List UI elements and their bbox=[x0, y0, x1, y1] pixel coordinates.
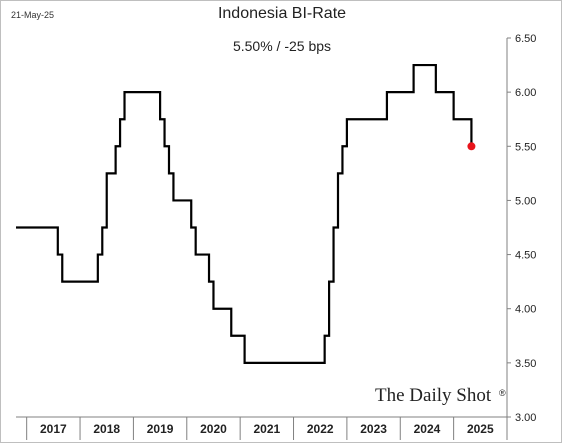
x-tick-label: 2017 bbox=[40, 422, 67, 436]
y-tick-label: 3.50 bbox=[515, 358, 536, 370]
y-tick-label: 4.00 bbox=[515, 304, 536, 316]
y-tick-label: 6.00 bbox=[515, 87, 536, 99]
x-tick-label: 2018 bbox=[93, 422, 120, 436]
brand-registered-mark: ® bbox=[499, 388, 506, 398]
y-tick-label: 3.00 bbox=[515, 412, 536, 424]
x-tick-label: 2024 bbox=[414, 422, 441, 436]
x-tick-label: 2019 bbox=[147, 422, 174, 436]
chart-subtitle: 5.50% / -25 bps bbox=[232, 38, 332, 54]
y-tick-label: 5.00 bbox=[515, 195, 536, 207]
chart-title: Indonesia BI-Rate bbox=[217, 5, 347, 22]
brand-logo: The Daily Shot bbox=[375, 385, 492, 406]
y-tick-label: 6.50 bbox=[515, 33, 536, 45]
x-tick-label: 2023 bbox=[360, 422, 387, 436]
y-tick-label: 4.50 bbox=[515, 250, 536, 262]
y-tick-label: 5.50 bbox=[515, 141, 536, 153]
x-tick-label: 2021 bbox=[253, 422, 280, 436]
x-tick-label: 2022 bbox=[307, 422, 334, 436]
x-tick-label: 2020 bbox=[200, 422, 227, 436]
last-value-marker bbox=[467, 142, 476, 151]
date-label: 21-May-25 bbox=[11, 10, 55, 20]
x-tick-label: 2025 bbox=[467, 422, 494, 436]
series-line bbox=[16, 63, 473, 364]
